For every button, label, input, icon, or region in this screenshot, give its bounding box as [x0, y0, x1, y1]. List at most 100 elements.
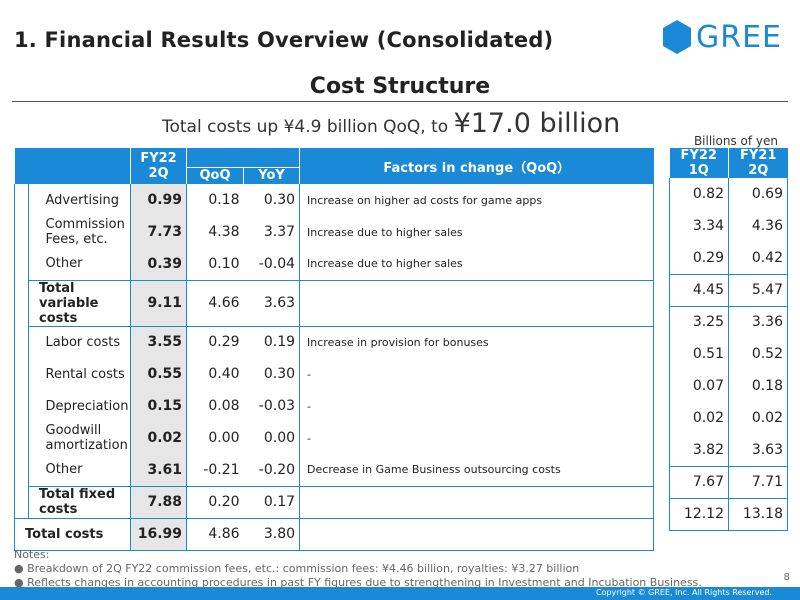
notes-heading: Notes:	[14, 548, 50, 561]
table-row-rental-costs: Rental costs 0.55 0.40 0.30-	[14, 358, 655, 390]
value-fy21-2q: 0.18	[728, 370, 788, 402]
value-qoq: 0.18	[186, 184, 244, 216]
factor-text: -	[299, 390, 655, 422]
value-yoy: 0.30	[263, 366, 296, 382]
value-fy22-1q: 0.82	[669, 178, 729, 210]
row-indent	[28, 184, 41, 216]
value-fy21-2q: 13.18	[728, 497, 788, 531]
table-row-total-variable: Total variable costs 9.11 4.66 3.63	[14, 279, 655, 327]
table-row-variable-other: 0.29 0.42	[669, 242, 788, 274]
value-fy21-2q: 7.71	[728, 465, 788, 499]
value-yoy: 0.19	[263, 334, 296, 351]
value-fy22-2q: 0.15	[130, 390, 187, 422]
value-fy21-2q: 0.02	[728, 402, 788, 434]
row-indent	[28, 216, 41, 248]
subtitle-prefix: Total costs up ¥4.9 billion QoQ, to	[162, 117, 454, 137]
value-fy21-2q: 3.36	[728, 306, 788, 338]
value-yoy: 0.30	[263, 192, 296, 208]
factor-text	[299, 279, 655, 327]
footer-bar: Copyright © GREE, Inc. All Rights Reserv…	[0, 587, 800, 600]
copyright: Copyright © GREE, Inc. All Rights Reserv…	[595, 588, 772, 597]
value-qoq: 0.10	[186, 248, 244, 280]
table-row-fixed-other: 3.82 3.63	[669, 434, 788, 466]
subtitle-total: ¥17.0 billion	[453, 108, 621, 139]
value-fy22-1q: 3.25	[669, 306, 729, 338]
value-fy22-2q: 0.99	[130, 184, 187, 216]
table-row-rental-costs: 0.51 0.52	[669, 338, 788, 370]
row-indent	[14, 390, 29, 422]
gree-logo: GREE	[662, 19, 783, 55]
value-fy22-2q: 0.39	[130, 248, 187, 280]
note-item: ● Reflects changes in accounting procedu…	[14, 576, 702, 589]
table-row-commission-fees: 3.34 4.36	[669, 210, 788, 242]
row-label: Advertising	[45, 192, 120, 208]
page-number: 8	[783, 572, 790, 583]
row-label: Other	[45, 256, 83, 272]
header-fy21-2q: FY21 2Q	[728, 148, 788, 178]
table-row-total-costs: Total costs 16.99 4.86 3.80	[13, 517, 655, 551]
factor-text: Increase on higher ad costs for game app…	[299, 184, 655, 216]
factor-text: Increase in provision for bonuses	[299, 326, 655, 358]
hexagon-logo-icon	[663, 20, 691, 54]
note-item: ● Breakdown of 2Q FY22 commission fees, …	[14, 562, 580, 575]
table-row-goodwill-amortization: 0.02 0.02	[669, 402, 788, 434]
cost-table: FY22 2Q Factors in change（QoQ） QoQ YoY A…	[13, 148, 655, 551]
table-row-total-variable: 4.45 5.47	[669, 273, 788, 307]
factor-text: Decrease in Game Business outsourcing co…	[299, 454, 655, 486]
row-indent	[14, 422, 29, 454]
row-label: Total variable costs	[27, 279, 131, 327]
value-yoy: 3.37	[263, 224, 296, 240]
value-qoq: 4.86	[186, 517, 244, 551]
row-indent	[28, 248, 41, 280]
row-indent	[14, 280, 29, 326]
header-qoq: QoQ	[186, 166, 245, 184]
section-divider	[12, 101, 788, 102]
table-row-total-fixed: Total fixed costs 7.88 0.20 0.17	[14, 485, 655, 519]
value-fy22-1q: 0.51	[669, 338, 729, 370]
value-fy22-2q: 3.55	[130, 326, 187, 358]
value-yoy: -0.20	[258, 461, 296, 478]
value-fy22-1q: 3.34	[669, 210, 729, 242]
value-qoq: 0.29	[186, 326, 244, 358]
row-label: Total fixed costs	[27, 485, 131, 519]
value-fy21-2q: 5.47	[728, 273, 788, 307]
table-row-commission-fees: Commission Fees, etc. 7.73 4.38 3.37 Increas…	[14, 216, 655, 248]
section-title: Cost Structure	[309, 74, 491, 99]
row-label: Labor costs	[45, 334, 121, 350]
row-indent	[28, 422, 41, 454]
value-yoy: 3.80	[243, 517, 300, 551]
header-factors: Factors in change（QoQ）	[299, 148, 654, 184]
value-fy22-1q: 7.67	[669, 465, 729, 499]
row-indent	[14, 184, 29, 216]
value-fy21-2q: 0.52	[728, 338, 788, 370]
value-yoy: -0.03	[258, 398, 296, 414]
row-indent	[14, 486, 29, 518]
value-fy22-2q: 0.02	[130, 422, 187, 454]
row-indent	[14, 358, 29, 390]
row-label: Depreciation	[45, 398, 129, 414]
row-label: Other	[45, 462, 83, 478]
value-fy22-2q: 0.55	[130, 358, 187, 390]
value-qoq: 0.40	[186, 358, 244, 390]
value-qoq: 0.08	[186, 390, 244, 422]
value-qoq: 0.00	[186, 422, 244, 454]
table-row-advertising: Advertising 0.99 0.18 0.30 Increase on highe…	[14, 184, 655, 216]
header-blank	[14, 148, 132, 184]
row-indent	[28, 390, 41, 422]
row-indent	[14, 326, 29, 358]
table-row-goodwill-amortization: Goodwill amortization 0.02 0.00 0.00-	[14, 422, 655, 454]
value-fy22-2q: 16.99	[130, 517, 187, 551]
table-row-depreciation: Depreciation 0.15 0.08 -0.03-	[14, 390, 655, 422]
value-fy22-1q: 4.45	[669, 273, 729, 307]
row-indent	[14, 248, 29, 280]
factor-text: Increase due to higher sales	[299, 248, 655, 280]
notes: Notes: ● Breakdown of 2Q FY22 commission…	[14, 548, 702, 590]
table-row-variable-other: Other 0.39 0.10 -0.04 Increase due to higher…	[14, 248, 655, 280]
logo-text: GREE	[696, 19, 783, 55]
row-indent	[14, 216, 29, 248]
value-fy22-1q: 3.82	[669, 434, 729, 466]
value-qoq: 4.38	[186, 216, 244, 248]
factor-text	[299, 517, 655, 551]
value-fy21-2q: 4.36	[728, 210, 788, 242]
value-fy22-1q: 12.12	[669, 497, 729, 531]
